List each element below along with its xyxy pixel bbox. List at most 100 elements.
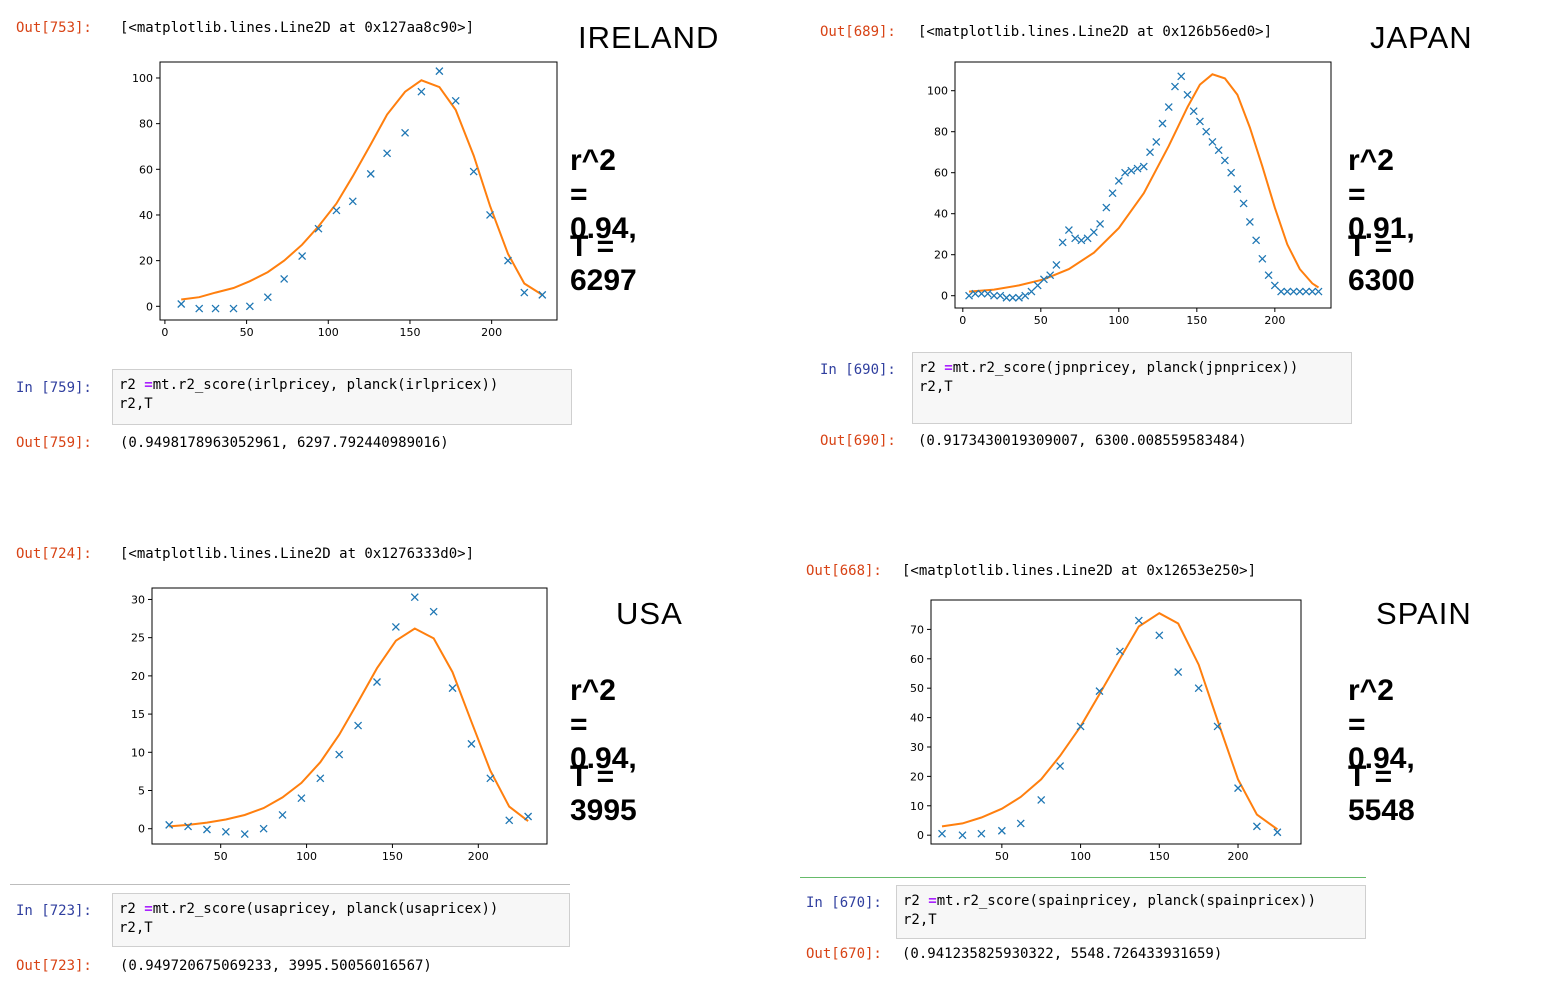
data-point	[245, 302, 254, 311]
t-label: T = 6300	[1348, 230, 1415, 297]
data-point	[938, 829, 946, 838]
data-point	[1208, 137, 1217, 146]
data-point	[1064, 226, 1073, 235]
y-tick-label: 60	[139, 163, 153, 176]
data-point	[997, 826, 1006, 835]
data-point	[1002, 293, 1011, 302]
data-point	[1102, 203, 1111, 212]
data-point	[538, 290, 547, 299]
y-tick-label: 40	[934, 208, 948, 221]
x-tick-label: 200	[1228, 850, 1249, 863]
data-point	[1234, 784, 1242, 793]
line2d-repr: [<matplotlib.lines.Line2D at 0x1276333d0…	[120, 546, 475, 562]
data-point	[1264, 271, 1273, 280]
x-tick-label: 150	[1186, 314, 1207, 327]
data-point	[1214, 146, 1223, 155]
data-point	[1134, 616, 1143, 625]
t-label: T = 6297	[570, 230, 637, 297]
data-point	[486, 774, 495, 783]
data-point	[417, 87, 426, 96]
data-point	[486, 211, 494, 219]
data-point	[1258, 254, 1267, 263]
data-point	[429, 607, 438, 616]
data-point	[1273, 828, 1282, 837]
data-point	[263, 293, 272, 302]
code-line-2: r2,T	[903, 912, 937, 928]
data-point	[977, 829, 986, 838]
data-point	[1015, 293, 1023, 302]
data-point	[996, 291, 1005, 300]
y-tick-label: 0	[917, 829, 924, 842]
data-point	[1052, 260, 1061, 269]
y-tick-label: 30	[910, 741, 924, 754]
x-tick-label: 100	[296, 850, 317, 863]
data-point	[1077, 236, 1086, 245]
data-point	[958, 831, 967, 840]
data-point	[348, 197, 357, 206]
x-tick-label: 50	[1034, 314, 1048, 327]
line2d-repr: [<matplotlib.lines.Line2D at 0x126b56ed0…	[918, 24, 1273, 40]
data-point	[1152, 137, 1161, 146]
data-point	[1089, 228, 1098, 237]
data-point	[1121, 168, 1130, 177]
data-point	[1139, 162, 1148, 171]
x-tick-label: 100	[1108, 314, 1129, 327]
data-point	[971, 289, 980, 298]
data-point	[1008, 293, 1017, 302]
data-point	[1164, 103, 1173, 112]
data-point	[373, 678, 381, 686]
out-prompt: Out[689]:	[820, 24, 896, 40]
code-cell[interactable]: r2 =mt.r2_score(irlpricey, planck(irlpri…	[112, 369, 572, 425]
data-point	[435, 67, 444, 76]
data-point	[1233, 185, 1242, 194]
data-point	[298, 252, 307, 261]
data-point	[1039, 275, 1048, 284]
data-point	[1058, 238, 1067, 247]
code-line-1: r2 =mt.r2_score(usapricey, planck(usapri…	[119, 901, 499, 917]
y-tick-label: 20	[131, 670, 145, 683]
data-point	[211, 304, 220, 313]
data-point	[1056, 762, 1065, 771]
code-line-1: r2 =mt.r2_score(irlpricey, planck(irlpri…	[119, 377, 499, 393]
data-point	[184, 822, 193, 831]
code-cell[interactable]: r2 =mt.r2_score(spainpricey, planck(spai…	[896, 885, 1366, 939]
y-tick-label: 100	[132, 72, 153, 85]
code-cell[interactable]: r2 =mt.r2_score(usapricey, planck(usapri…	[112, 893, 570, 947]
plot-frame	[930, 599, 1302, 845]
code-line-2: r2,T	[919, 379, 953, 395]
x-tick-label: 200	[468, 850, 489, 863]
x-tick-label: 150	[382, 850, 403, 863]
data-point	[1146, 148, 1154, 157]
data-point	[354, 721, 363, 730]
data-point	[448, 684, 457, 693]
y-tick-label: 25	[131, 632, 145, 645]
data-point	[332, 206, 341, 215]
data-point	[1133, 164, 1142, 173]
x-tick-label: 100	[318, 326, 339, 339]
data-point	[504, 256, 512, 265]
data-point	[524, 812, 533, 821]
country-label: USA	[616, 596, 683, 631]
r2-label: r^2 = 0.94,	[1348, 674, 1415, 775]
t-label: T = 5548	[1348, 760, 1415, 827]
data-point	[1095, 687, 1104, 696]
x-tick-label: 50	[995, 850, 1009, 863]
in-prompt: In [723]:	[16, 903, 92, 919]
x-tick-label: 0	[959, 314, 966, 327]
out-prompt: Out[753]:	[16, 20, 92, 36]
y-tick-label: 40	[910, 712, 924, 725]
t-label: T = 3995	[570, 760, 637, 827]
data-point	[1016, 819, 1025, 828]
data-point	[1245, 217, 1254, 226]
data-point	[1096, 219, 1105, 228]
data-point	[1295, 287, 1304, 296]
code-line-2: r2,T	[119, 920, 153, 936]
result-output: (0.9498178963052961, 6297.792440989016)	[120, 435, 449, 451]
data-point	[1071, 234, 1080, 243]
data-point	[1033, 281, 1042, 290]
code-cell[interactable]: r2 =mt.r2_score(jpnpricey, planck(jpnpri…	[912, 352, 1352, 424]
country-label: IRELAND	[578, 20, 720, 55]
x-tick-label: 200	[481, 326, 502, 339]
y-tick-label: 15	[131, 708, 145, 721]
data-point	[1127, 166, 1136, 175]
